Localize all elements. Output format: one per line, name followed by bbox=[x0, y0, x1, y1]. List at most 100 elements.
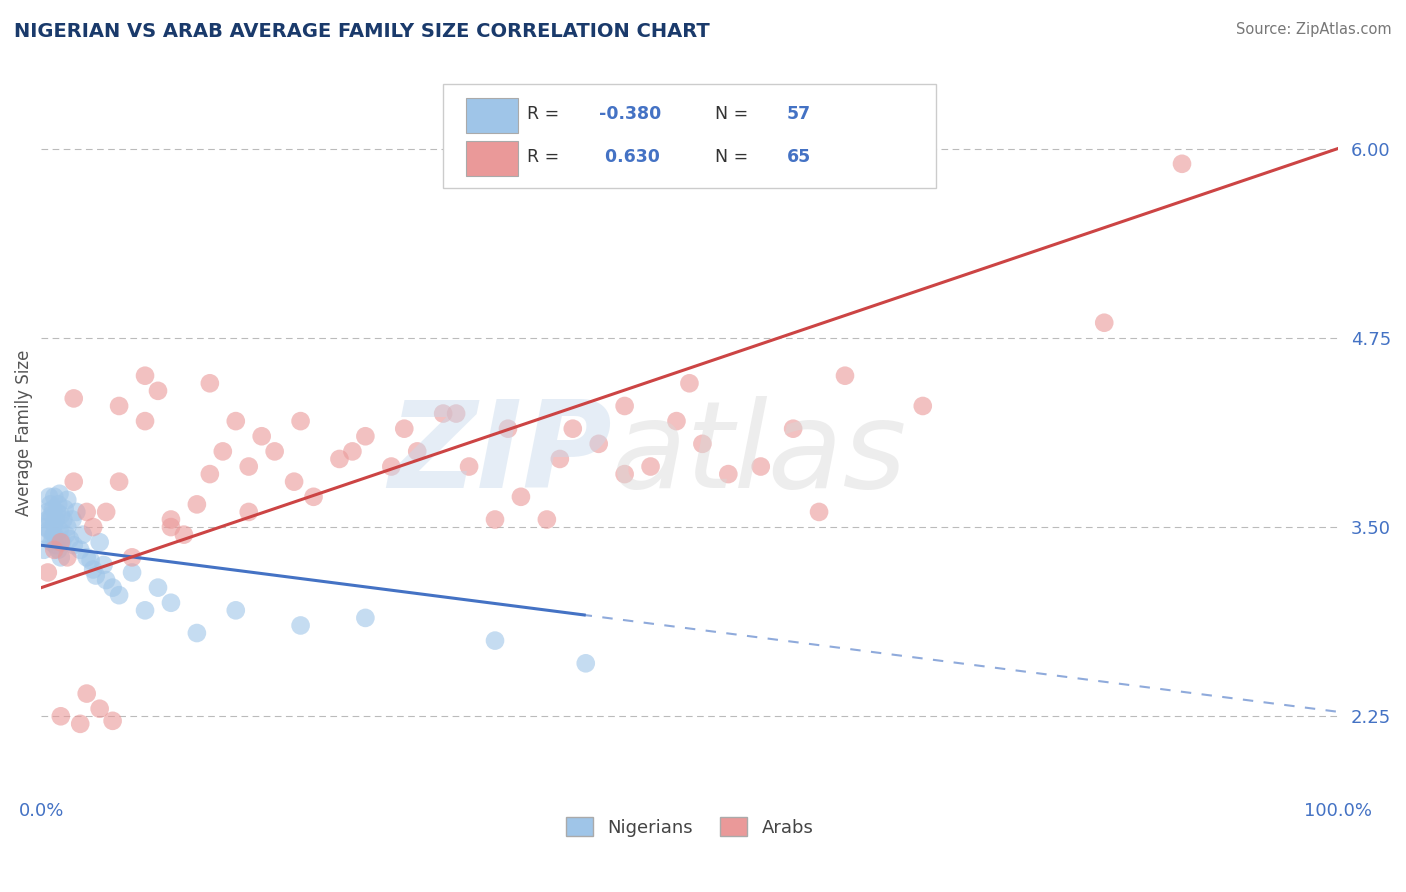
Point bbox=[46, 497, 69, 511]
Point bbox=[59, 532, 82, 546]
Point bbox=[484, 633, 506, 648]
Text: NIGERIAN VS ARAB AVERAGE FAMILY SIZE CORRELATION CHART: NIGERIAN VS ARAB AVERAGE FAMILY SIZE COR… bbox=[14, 22, 710, 41]
Point bbox=[510, 490, 533, 504]
Point bbox=[678, 376, 700, 391]
Point bbox=[48, 487, 70, 501]
Point bbox=[238, 505, 260, 519]
Text: N =: N = bbox=[716, 148, 754, 166]
Point bbox=[198, 467, 221, 482]
Text: R =: R = bbox=[527, 105, 565, 123]
Point bbox=[354, 611, 377, 625]
Point bbox=[49, 550, 72, 565]
Point bbox=[37, 505, 59, 519]
Point bbox=[62, 392, 84, 406]
Point bbox=[458, 459, 481, 474]
Point bbox=[496, 422, 519, 436]
Point bbox=[45, 538, 67, 552]
Point bbox=[302, 490, 325, 504]
Point bbox=[56, 520, 79, 534]
Point bbox=[65, 505, 87, 519]
Text: 57: 57 bbox=[787, 105, 811, 123]
Point bbox=[665, 414, 688, 428]
Point bbox=[283, 475, 305, 489]
Point bbox=[49, 709, 72, 723]
Point bbox=[238, 459, 260, 474]
Point bbox=[45, 512, 67, 526]
Point bbox=[263, 444, 285, 458]
Point bbox=[76, 505, 98, 519]
Point bbox=[186, 626, 208, 640]
Point bbox=[52, 512, 75, 526]
Point bbox=[108, 588, 131, 602]
Text: 65: 65 bbox=[787, 148, 811, 166]
Point bbox=[76, 687, 98, 701]
Point bbox=[89, 535, 111, 549]
Point bbox=[749, 459, 772, 474]
Point bbox=[45, 505, 67, 519]
Point bbox=[640, 459, 662, 474]
Point bbox=[44, 527, 66, 541]
Point bbox=[1092, 316, 1115, 330]
Point bbox=[394, 422, 416, 436]
Point bbox=[62, 538, 84, 552]
Point bbox=[48, 523, 70, 537]
Point bbox=[94, 505, 117, 519]
Point bbox=[62, 475, 84, 489]
Point bbox=[380, 459, 402, 474]
Point bbox=[51, 535, 73, 549]
Point bbox=[808, 505, 831, 519]
FancyBboxPatch shape bbox=[467, 141, 519, 176]
Point bbox=[1171, 157, 1194, 171]
Point bbox=[46, 542, 69, 557]
Point bbox=[911, 399, 934, 413]
Text: -0.380: -0.380 bbox=[599, 105, 661, 123]
Legend: Nigerians, Arabs: Nigerians, Arabs bbox=[558, 810, 821, 844]
Point bbox=[38, 490, 60, 504]
Point bbox=[444, 407, 467, 421]
Point bbox=[432, 407, 454, 421]
Point bbox=[186, 497, 208, 511]
Point bbox=[39, 497, 62, 511]
Point bbox=[69, 716, 91, 731]
Point bbox=[108, 399, 131, 413]
Point bbox=[225, 603, 247, 617]
Text: ZIP: ZIP bbox=[388, 395, 612, 513]
Text: 0.630: 0.630 bbox=[599, 148, 659, 166]
Point bbox=[72, 527, 94, 541]
Point bbox=[56, 492, 79, 507]
Point bbox=[39, 512, 62, 526]
Point bbox=[42, 529, 65, 543]
Point bbox=[225, 414, 247, 428]
Point bbox=[834, 368, 856, 383]
Point bbox=[44, 490, 66, 504]
Text: N =: N = bbox=[716, 105, 754, 123]
Point bbox=[101, 714, 124, 728]
Point bbox=[173, 527, 195, 541]
Point bbox=[354, 429, 377, 443]
Point bbox=[613, 467, 636, 482]
Point bbox=[613, 399, 636, 413]
Text: atlas: atlas bbox=[612, 395, 907, 513]
Point bbox=[56, 550, 79, 565]
Point bbox=[89, 702, 111, 716]
Point bbox=[536, 512, 558, 526]
Point bbox=[69, 542, 91, 557]
Point bbox=[160, 512, 183, 526]
Point bbox=[211, 444, 233, 458]
Point bbox=[121, 550, 143, 565]
Point bbox=[146, 581, 169, 595]
FancyBboxPatch shape bbox=[443, 84, 936, 188]
Point bbox=[134, 603, 156, 617]
Point bbox=[561, 422, 583, 436]
Point bbox=[94, 573, 117, 587]
Point bbox=[42, 502, 65, 516]
Point bbox=[328, 452, 350, 467]
Point bbox=[38, 523, 60, 537]
Point bbox=[146, 384, 169, 398]
Point bbox=[160, 520, 183, 534]
Point bbox=[782, 422, 804, 436]
Point bbox=[44, 516, 66, 531]
Point bbox=[134, 414, 156, 428]
Point bbox=[49, 508, 72, 522]
Point bbox=[121, 566, 143, 580]
